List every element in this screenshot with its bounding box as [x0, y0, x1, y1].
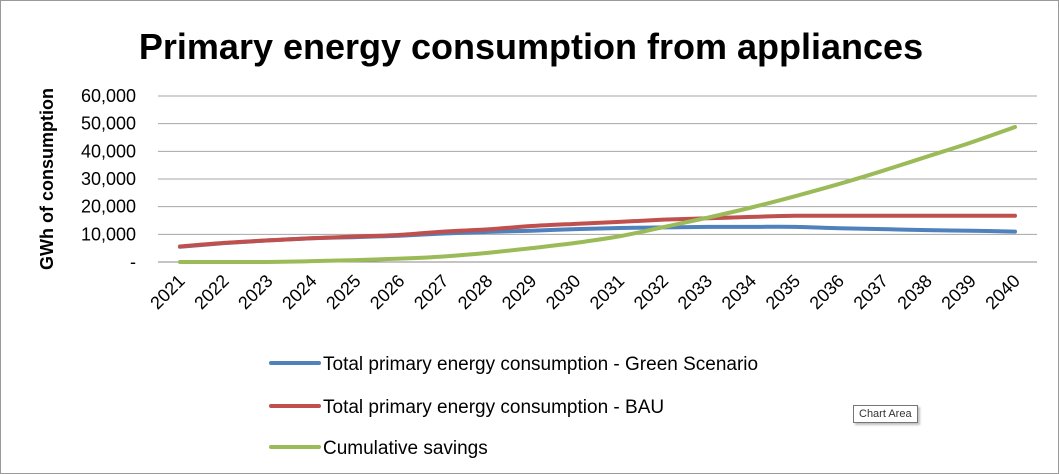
legend-label: Total primary energy consumption - Green… [323, 354, 758, 375]
x-tick-label: 2029 [498, 271, 540, 313]
x-tick-label: 2037 [850, 271, 892, 313]
x-tick-label: 2033 [674, 271, 716, 313]
y-tick-label: 40,000 [81, 141, 136, 161]
chart-area-tooltip: Chart Area [853, 405, 918, 423]
x-tick-label: 2038 [893, 271, 935, 313]
x-tick-label: 2034 [718, 271, 760, 313]
legend-label: Cumulative savings [323, 438, 488, 459]
x-tick-label: 2022 [190, 271, 232, 313]
y-axis-label: GWh of consumption [37, 88, 57, 270]
y-tick-label: 20,000 [81, 197, 136, 217]
gridlines [158, 95, 1037, 263]
y-tick-label: 10,000 [81, 224, 136, 244]
x-tick-label: 2035 [762, 271, 804, 313]
x-tick-label: 2024 [278, 271, 320, 313]
series-line-2 [177, 124, 1018, 265]
x-tick-label: 2036 [806, 271, 848, 313]
y-tick-label: 50,000 [81, 114, 136, 134]
y-tick-label: - [130, 252, 136, 272]
x-tick-label: 2025 [322, 271, 364, 313]
y-tick-label: 30,000 [81, 169, 136, 189]
x-tick-label: 2027 [410, 271, 452, 313]
x-tick-label: 2030 [542, 271, 584, 313]
x-tick-label: 2026 [366, 271, 408, 313]
x-tick-label: 2032 [630, 271, 672, 313]
x-tick-label: 2021 [146, 271, 188, 313]
x-tick-label: 2039 [937, 271, 979, 313]
chart-title: Primary energy consumption from applianc… [139, 26, 923, 67]
legend: Total primary energy consumption - Green… [269, 354, 758, 459]
y-tick-label: 60,000 [81, 86, 136, 106]
x-axis-ticks: 2021 2022 2023 2024 2025 2026 2027 2028 2029 2030… [146, 271, 1024, 313]
x-tick-label: 2023 [234, 271, 276, 313]
plot-lines [177, 124, 1018, 265]
legend-label: Total primary energy consumption - BAU [323, 397, 664, 418]
x-tick-label: 2040 [981, 271, 1023, 313]
x-tick-label: 2028 [454, 271, 496, 313]
series-line-1 [177, 213, 1018, 249]
x-tick-label: 2031 [586, 271, 628, 313]
y-axis-ticks: - 10,000 20,000 30,000 40,000 50,000 60,000 [81, 86, 136, 272]
